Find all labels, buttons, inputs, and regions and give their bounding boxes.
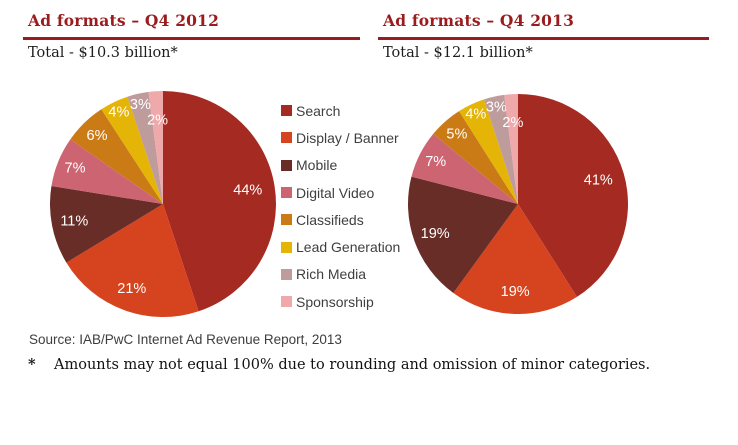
pie-slice-percent-label: 41% xyxy=(584,173,613,189)
legend-item-label: Classifieds xyxy=(296,211,364,228)
pie-slice-percent-label: 2% xyxy=(502,115,523,131)
pie-slice-display-banner xyxy=(66,204,199,317)
legend-swatch-icon xyxy=(281,105,292,117)
legend-item-label: Digital Video xyxy=(296,184,375,201)
legend-item-label: Mobile xyxy=(296,157,338,174)
legend-item: Display / Banner xyxy=(281,124,400,151)
chart-2013-total: Total - $12.1 billion* xyxy=(383,45,533,61)
pie-slice-rich-media xyxy=(484,94,518,204)
pie-slice-sponsorship xyxy=(504,94,518,204)
chart-2012-title: Ad formats – Q4 2012 xyxy=(23,9,360,40)
pie-slice-percent-label: 7% xyxy=(425,154,446,170)
legend: Search Display / Banner Mobile Digital Vide… xyxy=(281,97,400,315)
pie-slice-lead-generation xyxy=(459,99,518,204)
pie-slice-lead-generation xyxy=(101,96,163,204)
legend-item: Lead Generation xyxy=(281,233,400,260)
pie-slice-percent-label: 21% xyxy=(117,281,146,297)
pie-slice-percent-label: 2% xyxy=(147,113,168,129)
chart-2012-total: Total - $10.3 billion* xyxy=(28,45,178,61)
legend-item: Rich Media xyxy=(281,261,400,288)
pie-slice-percent-label: 4% xyxy=(465,106,486,122)
pie-slice-digital-video xyxy=(51,139,164,204)
pie-slice-percent-label: 4% xyxy=(108,104,129,120)
legend-item-label: Display / Banner xyxy=(296,129,399,146)
pie-chart-2012: 44% 21% 11% 7%6%4% 3%2% xyxy=(50,91,276,317)
pie-slice-percent-label: 6% xyxy=(87,128,108,144)
source-text: Source: IAB/PwC Internet Ad Revenue Repo… xyxy=(29,332,342,347)
pie-slice-mobile xyxy=(408,176,518,293)
chart-2013-header: Ad formats – Q4 2013 Total - $12.1 billi… xyxy=(378,9,709,61)
footnote: * Amounts may not equal 100% due to round… xyxy=(28,356,650,373)
pie-chart-2013: 41% 19% 19% 7%5% 4% 3%2% xyxy=(408,94,628,314)
pie-slice-percent-label: 44% xyxy=(233,182,262,198)
pie-slice-percent-label: 11% xyxy=(60,213,88,229)
legend-swatch-icon xyxy=(281,132,292,144)
pie-slice-sponsorship xyxy=(148,91,163,204)
pie-slice-percent-label: 5% xyxy=(446,127,467,143)
pie-slice-digital-video xyxy=(411,133,518,204)
pie-slice-percent-label: 3% xyxy=(486,99,507,115)
legend-item-label: Search xyxy=(296,102,341,119)
pie-slice-classifieds xyxy=(433,111,518,204)
pie-slice-classifieds xyxy=(70,109,163,204)
pie-slice-search xyxy=(518,94,628,297)
pie-slice-search xyxy=(163,91,276,312)
pie-slice-percent-label: 19% xyxy=(421,226,450,242)
pie-slice-mobile xyxy=(50,185,163,263)
legend-swatch-icon xyxy=(281,268,292,280)
legend-item: Search xyxy=(281,97,400,124)
legend-swatch-icon xyxy=(281,296,292,308)
chart-2013-title: Ad formats – Q4 2013 xyxy=(378,9,709,40)
legend-item-label: Sponsorship xyxy=(296,293,374,310)
legend-item-label: Lead Generation xyxy=(296,239,401,256)
pie-slice-rich-media xyxy=(127,91,163,204)
pie-slice-percent-label: 3% xyxy=(130,97,151,113)
pie-slice-percent-label: 7% xyxy=(65,160,86,176)
footnote-text: Amounts may not equal 100% due to roundi… xyxy=(54,357,651,373)
chart-2012-header: Ad formats – Q4 2012 Total - $10.3 billi… xyxy=(23,9,360,61)
pie-slice-display-banner xyxy=(453,204,577,314)
footnote-marker: * xyxy=(28,356,36,373)
legend-swatch-icon xyxy=(281,241,292,253)
legend-item: Mobile xyxy=(281,152,400,179)
legend-swatch-icon xyxy=(281,187,292,199)
legend-item: Sponsorship xyxy=(281,288,400,315)
legend-swatch-icon xyxy=(281,214,292,226)
legend-item: Digital Video xyxy=(281,179,400,206)
pie-slice-percent-label: 19% xyxy=(501,284,530,300)
legend-item-label: Rich Media xyxy=(296,266,367,283)
legend-swatch-icon xyxy=(281,159,292,171)
legend-item: Classifieds xyxy=(281,206,400,233)
